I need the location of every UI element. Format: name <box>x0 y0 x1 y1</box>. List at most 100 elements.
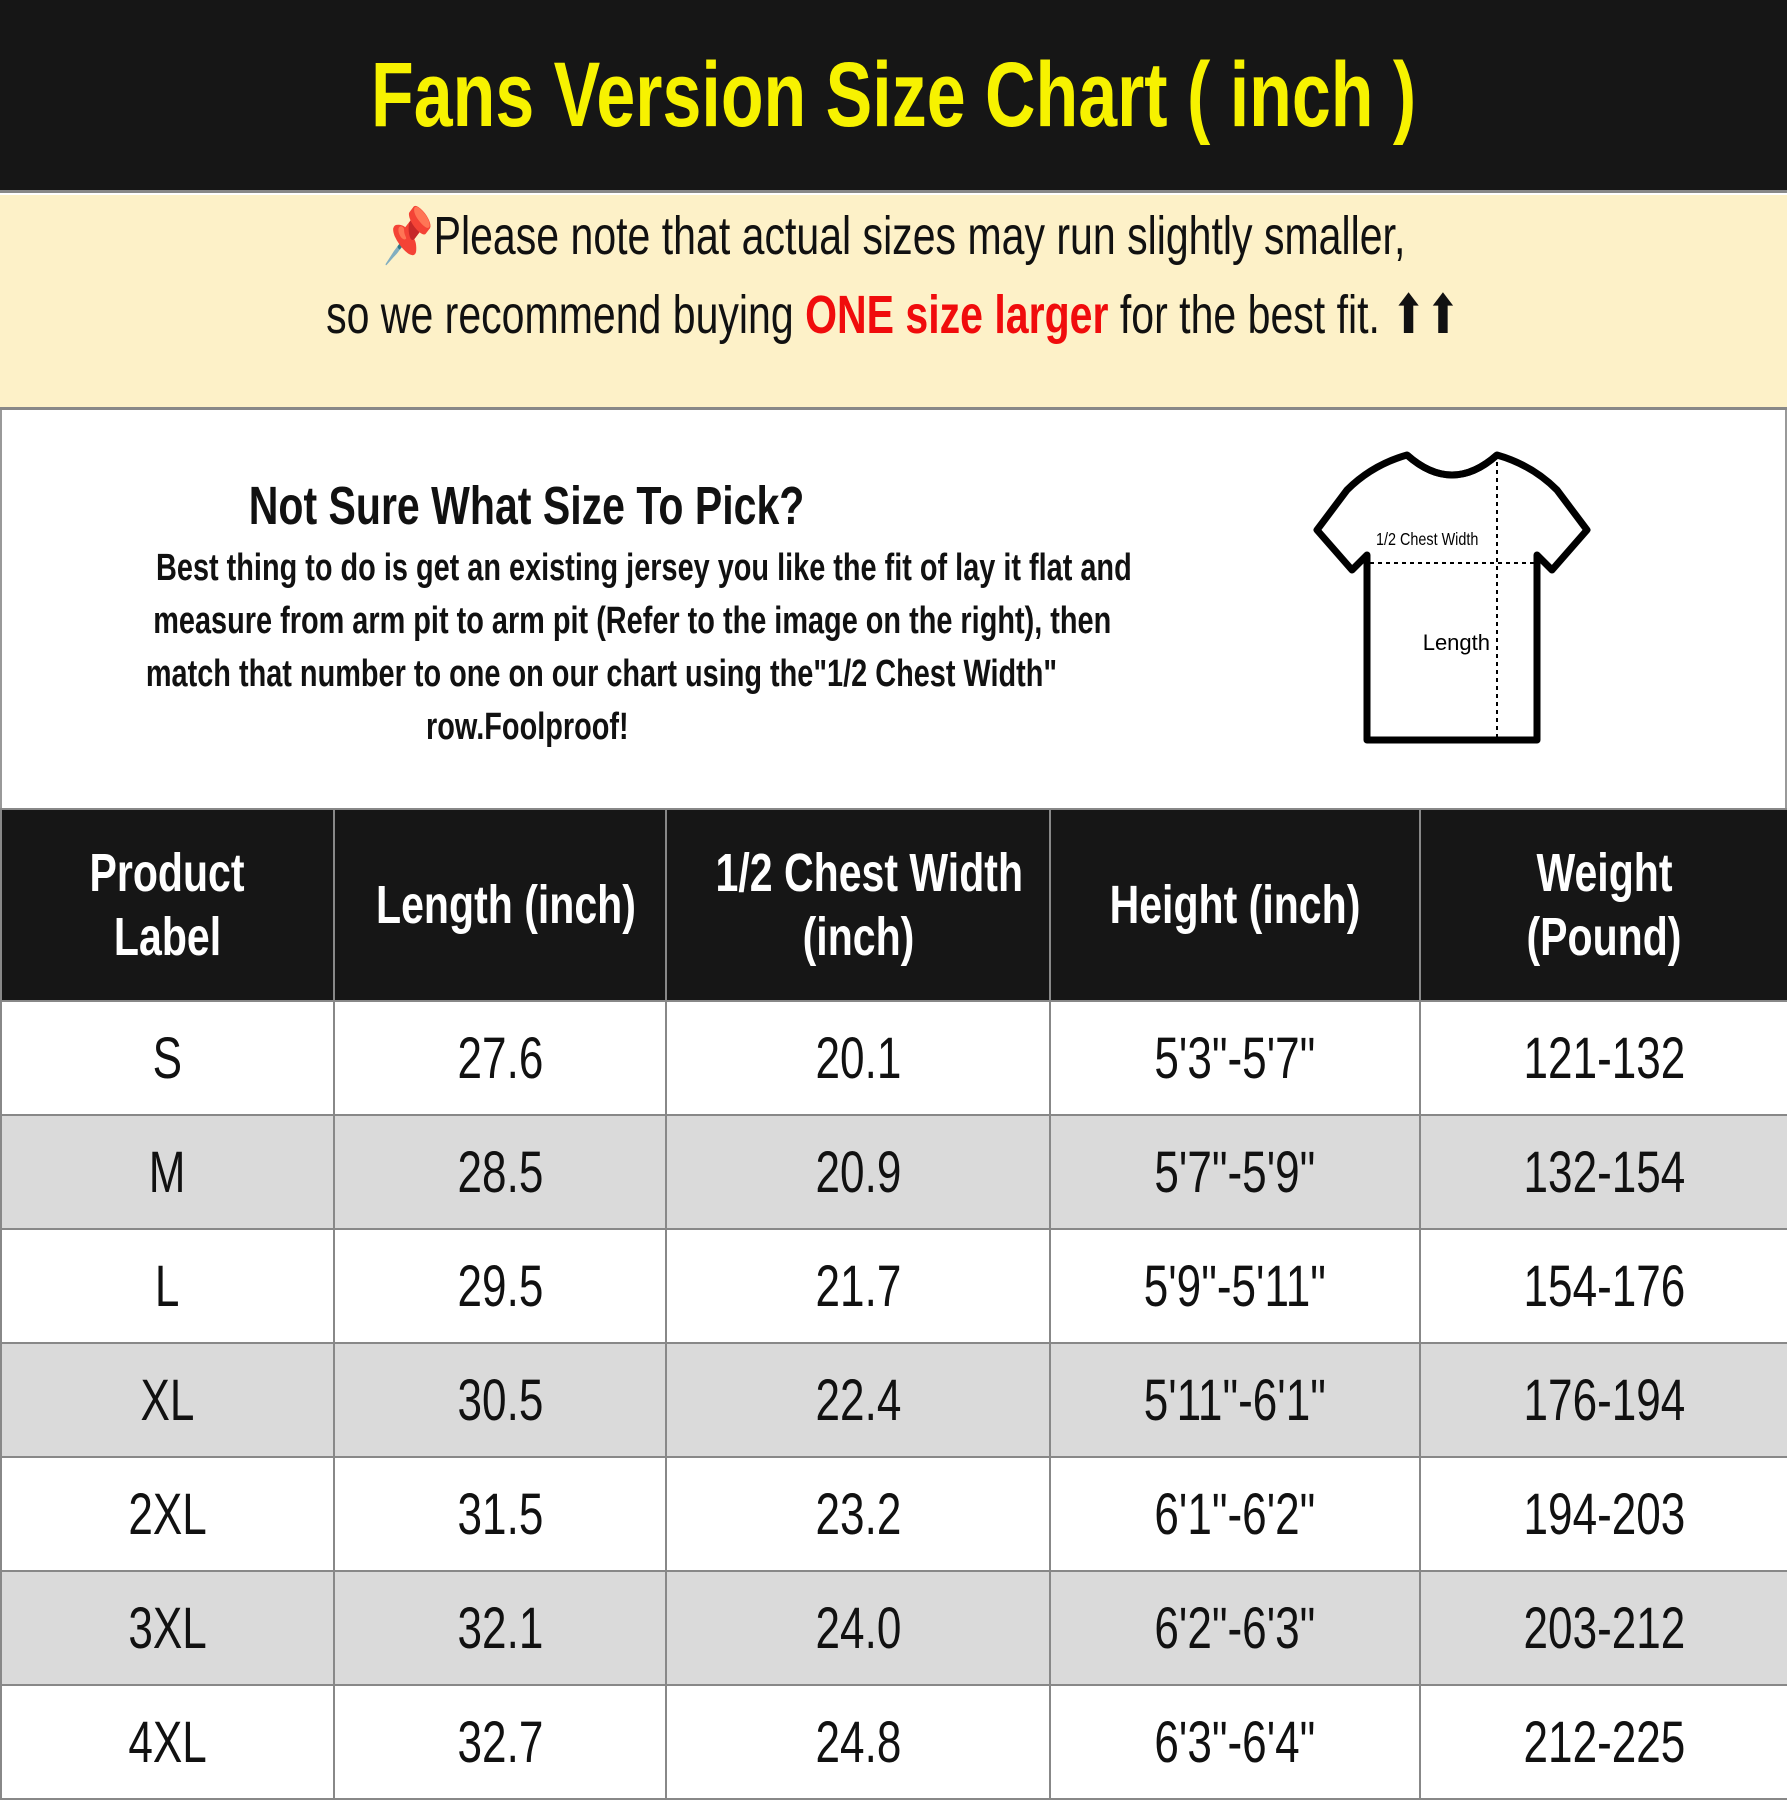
table-cell: 132-154 <box>1419 1114 1787 1230</box>
cell-value: 132-154 <box>1523 1139 1685 1205</box>
table-cell: 4XL <box>0 1684 335 1800</box>
cell-value: 5'7"-5'9" <box>1154 1139 1316 1205</box>
header-text: (Pound) <box>1526 907 1682 967</box>
cell-value: XL <box>140 1367 195 1433</box>
table-cell: 24.0 <box>665 1570 1051 1686</box>
cell-value: 21.7 <box>815 1253 901 1319</box>
cell-value: S <box>152 1025 183 1091</box>
table-cell: XL <box>0 1342 335 1458</box>
note-highlight: ONE size larger <box>805 285 1109 345</box>
table-cell: 28.5 <box>333 1114 667 1230</box>
table-cell: 31.5 <box>333 1456 667 1572</box>
table-row: 4XL 32.7 24.8 6'3"-6'4" 212-225 <box>0 1684 1787 1800</box>
cell-value: 20.9 <box>815 1139 901 1205</box>
cell-value: 28.5 <box>457 1139 543 1205</box>
table-cell: S <box>0 1000 335 1116</box>
column-header: Weight (Pound) <box>1419 808 1787 1002</box>
note-line-1: Please note that actual sizes may run sl… <box>433 206 1405 266</box>
header-text: Length (inch) <box>376 875 636 935</box>
size-note: 📌Please note that actual sizes may run s… <box>0 195 1787 410</box>
cell-value: 2XL <box>128 1481 207 1547</box>
cell-value: 194-203 <box>1523 1481 1685 1547</box>
cell-value: 121-132 <box>1523 1025 1685 1091</box>
cell-value: 4XL <box>128 1709 207 1775</box>
cell-value: 6'2"-6'3" <box>1154 1595 1316 1661</box>
chest-width-label: 1/2 Chest Width <box>1376 530 1478 550</box>
cell-value: 29.5 <box>457 1253 543 1319</box>
cell-value: 6'1"-6'2" <box>1154 1481 1316 1547</box>
length-label: Length <box>1423 630 1490 655</box>
cell-value: 154-176 <box>1523 1253 1685 1319</box>
title-banner: Fans Version Size Chart ( inch ) <box>0 0 1787 193</box>
table-row: S 27.6 20.1 5'3"-5'7" 121-132 <box>0 1000 1787 1116</box>
guide-line: match that number to one on our chart us… <box>145 653 1058 695</box>
tshirt-measure-icon: 1/2 Chest Width Length <box>1313 451 1591 744</box>
cell-value: 6'3"-6'4" <box>1154 1709 1316 1775</box>
cell-value: 5'11"-6'1" <box>1143 1367 1327 1433</box>
table-cell: 3XL <box>0 1570 335 1686</box>
pushpin-icon: 📌 <box>382 206 434 266</box>
column-header: Length (inch) <box>333 808 667 1002</box>
cell-value: 32.7 <box>457 1709 543 1775</box>
cell-value: 212-225 <box>1523 1709 1685 1775</box>
table-cell: 203-212 <box>1419 1570 1787 1686</box>
cell-value: M <box>149 1139 186 1205</box>
column-header: 1/2 Chest Width (inch) <box>665 808 1051 1002</box>
cell-value: 24.8 <box>815 1709 901 1775</box>
cell-value: 3XL <box>128 1595 207 1661</box>
fit-guide: Not Sure What Size To Pick? Best thing t… <box>0 410 1787 808</box>
table-cell: 23.2 <box>665 1456 1051 1572</box>
table-cell: 5'11"-6'1" <box>1049 1342 1421 1458</box>
cell-value: 20.1 <box>815 1025 901 1091</box>
cell-value: 5'9"-5'11" <box>1143 1253 1327 1319</box>
header-text: (inch) <box>802 907 914 967</box>
cell-value: 31.5 <box>457 1481 543 1547</box>
cell-value: 32.1 <box>457 1595 543 1661</box>
table-cell: 21.7 <box>665 1228 1051 1344</box>
table-cell: 30.5 <box>333 1342 667 1458</box>
table-cell: 212-225 <box>1419 1684 1787 1800</box>
cell-value: 203-212 <box>1523 1595 1685 1661</box>
table-cell: 20.9 <box>665 1114 1051 1230</box>
table-cell: 2XL <box>0 1456 335 1572</box>
header-text: 1/2 Chest Width <box>715 843 1024 903</box>
table-cell: 32.7 <box>333 1684 667 1800</box>
cell-value: 30.5 <box>457 1367 543 1433</box>
table-row: M 28.5 20.9 5'7"-5'9" 132-154 <box>0 1114 1787 1230</box>
note-line-2-end: for the best fit. <box>1108 285 1392 345</box>
table-cell: 22.4 <box>665 1342 1051 1458</box>
header-text: Height (inch) <box>1109 875 1361 935</box>
table-cell: 6'2"-6'3" <box>1049 1570 1421 1686</box>
table-cell: 121-132 <box>1419 1000 1787 1116</box>
guide-line: measure from arm pit to arm pit (Refer t… <box>153 600 1112 642</box>
header-text: Label <box>113 907 222 967</box>
cell-value: L <box>155 1253 180 1319</box>
table-cell: 6'1"-6'2" <box>1049 1456 1421 1572</box>
table-cell: 154-176 <box>1419 1228 1787 1344</box>
header-text: Weight <box>1535 843 1673 903</box>
up-arrows-icon: ⬆⬆ <box>1391 285 1461 345</box>
table-cell: 32.1 <box>333 1570 667 1686</box>
column-header: Height (inch) <box>1049 808 1421 1002</box>
table-cell: 6'3"-6'4" <box>1049 1684 1421 1800</box>
guide-title: Not Sure What Size To Pick? <box>249 476 805 536</box>
size-table: Product Label Length (inch) 1/2 Chest Width… <box>0 808 1787 1800</box>
cell-value: 23.2 <box>815 1481 901 1547</box>
column-header: Product Label <box>0 808 335 1002</box>
table-row: L 29.5 21.7 5'9"-5'11" 154-176 <box>0 1228 1787 1344</box>
cell-value: 176-194 <box>1523 1367 1685 1433</box>
cell-value: 5'3"-5'7" <box>1154 1025 1316 1091</box>
guide-line: row.Foolproof! <box>425 706 629 748</box>
table-row: XL 30.5 22.4 5'11"-6'1" 176-194 <box>0 1342 1787 1458</box>
guide-line: Best thing to do is get an existing jers… <box>156 547 1132 589</box>
cell-value: 27.6 <box>457 1025 543 1091</box>
table-cell: 5'9"-5'11" <box>1049 1228 1421 1344</box>
table-cell: 5'7"-5'9" <box>1049 1114 1421 1230</box>
note-line-2: so we recommend buying <box>326 285 806 345</box>
table-cell: 5'3"-5'7" <box>1049 1000 1421 1116</box>
table-cell: 20.1 <box>665 1000 1051 1116</box>
table-cell: 29.5 <box>333 1228 667 1344</box>
table-row: 3XL 32.1 24.0 6'2"-6'3" 203-212 <box>0 1570 1787 1686</box>
cell-value: 22.4 <box>815 1367 901 1433</box>
table-row: 2XL 31.5 23.2 6'1"-6'2" 194-203 <box>0 1456 1787 1572</box>
